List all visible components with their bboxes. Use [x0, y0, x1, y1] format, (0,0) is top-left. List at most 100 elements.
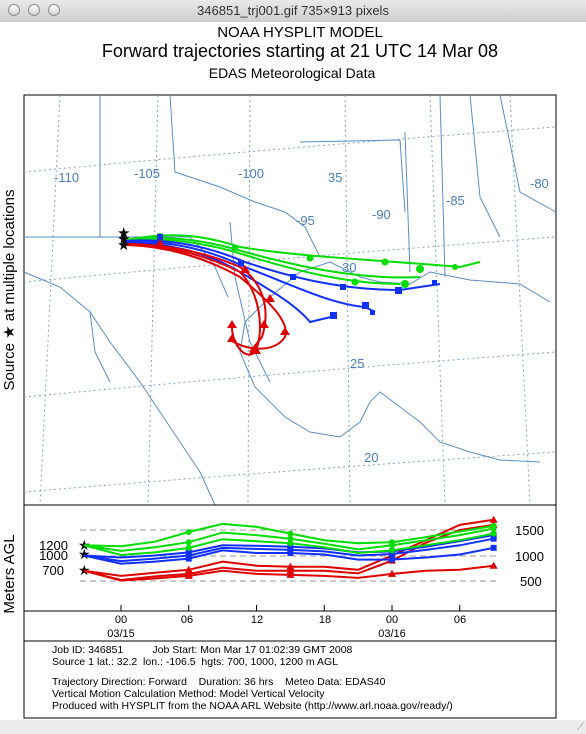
trajectory-marker [340, 284, 346, 290]
window-titlebar: 346851_trj001.gif 735×913 pixels [0, 0, 586, 23]
profile-point [287, 540, 294, 547]
trajectory-markers [155, 233, 458, 354]
profile-point [287, 535, 294, 542]
profile-side-label: Meters AGL [1, 534, 18, 613]
height-tick-label: 1500 [515, 523, 544, 538]
lon-label: -95 [296, 213, 315, 228]
time-tick-label: 12 [251, 614, 263, 626]
trajectory-700-b [124, 243, 261, 356]
time-tick-label: 00 [115, 614, 127, 626]
lon-label: -100 [238, 166, 264, 181]
map-side-label: Source ★ at multiple locations [1, 189, 18, 390]
trajectory-marker [362, 302, 369, 309]
source-height-label: 1000 [39, 548, 68, 563]
trajectory-1200-b [124, 237, 421, 279]
profile-point [490, 544, 497, 551]
trajectory-marker [330, 312, 337, 319]
trajectory-marker [395, 287, 402, 294]
time-tick-label: 18 [319, 614, 331, 626]
map-grid-labels: -110 -105 -100 -95 -90 -85 -80 35 30 25 … [54, 166, 549, 465]
profile-point [286, 566, 295, 574]
time-tick-label: 06 [454, 614, 466, 626]
lat-label: 20 [364, 450, 378, 465]
height-tick-label: 1000 [515, 549, 544, 564]
trajectory-marker [240, 265, 250, 273]
source-star-icon: ★ [117, 231, 130, 248]
date-label: 03/15 [107, 628, 135, 640]
window-bottom-bar: ⟋ [0, 720, 586, 734]
time-axis: 00 06 12 18 00 06 03/15 03/16 [23, 605, 557, 642]
trajectory-1200-a [124, 234, 481, 269]
lon-label: -85 [446, 193, 465, 208]
trajectory-marker [259, 320, 269, 328]
trajectory-marker [157, 234, 163, 240]
lon-label: -90 [372, 207, 391, 222]
profile-point [185, 544, 192, 551]
profile-point [388, 569, 396, 577]
footer-line: Trajectory Direction: Forward Duration: … [52, 676, 386, 688]
trajectory-marker [232, 245, 238, 251]
profile-point [184, 569, 193, 577]
hysplit-plot: NOAA HYSPLIT MODEL Forward trajectories … [1, 24, 557, 719]
profile-point [489, 561, 498, 569]
profile-point [185, 539, 192, 546]
source-star-icon: ★ [117, 237, 130, 254]
model-title: NOAA HYSPLIT MODEL [217, 24, 383, 41]
close-button[interactable] [8, 4, 20, 16]
footer-text: Job ID: 346851 Job Start: Mon Mar 17 01:… [52, 644, 453, 712]
lon-label: -105 [134, 166, 160, 181]
trajectory-marker [432, 280, 437, 285]
trajectory-marker [280, 327, 290, 335]
profile-panel: 1500 1000 500 1200 1000 700 ★ ★ ★ [23, 504, 557, 612]
footer-line: Job ID: 346851 Job Start: Mon Mar 17 01:… [52, 644, 353, 656]
profile-point [185, 552, 192, 559]
profile-point [490, 522, 497, 529]
footer-line: Produced with HYSPLIT from the NOAA ARL … [52, 700, 453, 712]
profile-point [185, 555, 192, 562]
trajectory-marker [265, 294, 275, 302]
trajectory-marker [227, 334, 237, 342]
trajectory-marker [249, 344, 261, 354]
profile-point [287, 546, 294, 553]
trajectory-marker [351, 278, 359, 286]
profile-point [286, 570, 295, 578]
footer-info: Job ID: 346851 Job Start: Mon Mar 17 01:… [23, 640, 557, 719]
trajectory-marker [290, 274, 296, 280]
lon-label: -80 [530, 176, 549, 191]
height-tick-labels: 1500 1000 500 [515, 523, 544, 589]
trajectory-marker [416, 265, 424, 273]
profile-point [185, 529, 192, 536]
source-star-icon: ★ [78, 546, 91, 562]
profile-point [287, 549, 294, 556]
height-tick-label: 500 [520, 574, 542, 589]
image-content: NOAA HYSPLIT MODEL Forward trajectories … [0, 22, 586, 720]
profile-series [83, 515, 498, 582]
lat-label: 30 [342, 260, 356, 275]
profile-point [490, 535, 497, 542]
trajectory-marker [370, 310, 375, 315]
map-panel: -110 -105 -100 -95 -90 -85 -80 35 30 25 … [23, 94, 557, 506]
time-tick-label: 00 [386, 614, 398, 626]
source-height-label: 700 [42, 563, 64, 578]
lat-label: 35 [328, 170, 342, 185]
trajectory-marker [227, 320, 237, 328]
lat-lon-grid [23, 94, 557, 506]
source-height-labels: 1200 1000 700 [39, 538, 68, 578]
zoom-button[interactable] [48, 4, 60, 16]
lat-label: 25 [350, 356, 364, 371]
source-height-label: 1200 [39, 538, 68, 553]
profile-point [389, 556, 395, 563]
trajectory-marker [155, 239, 165, 247]
profile-point [287, 530, 294, 537]
minimize-button[interactable] [28, 4, 40, 16]
source-markers: ★ ★ ★ [117, 225, 130, 254]
trajectory-marker [238, 260, 244, 266]
coastlines [23, 94, 557, 506]
lon-label: -110 [54, 170, 79, 185]
resize-grip-icon[interactable]: ⟋ [577, 722, 584, 733]
date-label: 03/16 [378, 628, 406, 640]
source-star-icon: ★ [117, 225, 130, 242]
trajectory-marker [381, 258, 389, 266]
trajectory-marker [452, 264, 458, 270]
meteo-data-title: EDAS Meteorological Data [209, 65, 376, 81]
